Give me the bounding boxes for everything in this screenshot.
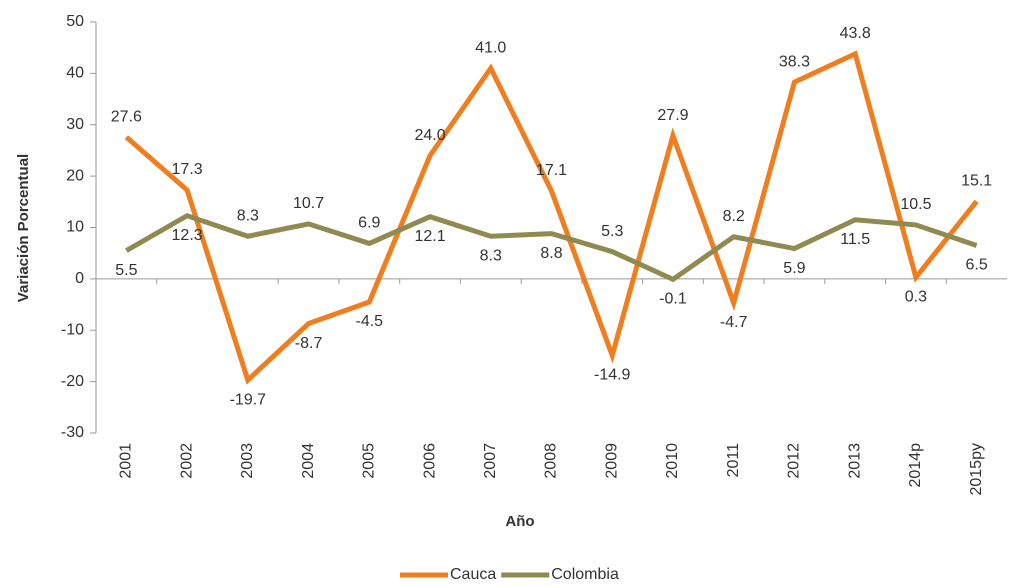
data-label: -19.7 (230, 391, 267, 408)
data-label: 27.9 (657, 107, 688, 124)
data-label: 10.7 (293, 195, 324, 212)
data-label: 38.3 (779, 53, 810, 70)
y-tick-label: 20 (66, 167, 84, 184)
y-tick-label: -30 (61, 424, 84, 441)
data-label: 8.3 (237, 207, 259, 224)
y-tick-label: 30 (66, 116, 84, 133)
data-label: 17.3 (172, 161, 203, 178)
data-label: 0.3 (905, 289, 927, 306)
legend-label: Colombia (551, 566, 619, 583)
data-label: 11.5 (840, 231, 870, 248)
x-tick-label: 2008 (543, 443, 560, 479)
y-tick-label: 40 (66, 65, 84, 82)
y-tick-label: -10 (61, 321, 84, 338)
series-line (125, 212, 978, 283)
x-tick-label: 2011 (725, 443, 742, 478)
data-label: -4.7 (720, 314, 748, 331)
x-tick-label: 2009 (603, 443, 620, 479)
y-tick-label: 50 (66, 13, 84, 30)
data-label: 10.5 (900, 196, 931, 213)
x-tick-label: 2010 (664, 443, 681, 479)
y-tick-label: 0 (75, 270, 84, 287)
x-tick-label: 2007 (482, 443, 499, 479)
x-tick-label: 2006 (421, 443, 438, 479)
data-label: -0.1 (659, 291, 687, 308)
data-label: 8.3 (480, 247, 502, 264)
data-label: 41.0 (475, 39, 506, 56)
x-tick-label: 2002 (178, 443, 195, 479)
y-tick-label: 10 (66, 219, 84, 236)
data-label: -8.7 (295, 335, 323, 352)
x-tick-label: 2015py (968, 443, 985, 496)
data-label: 5.9 (783, 260, 805, 277)
data-label: 27.6 (111, 108, 142, 125)
data-label: 24.0 (414, 127, 445, 144)
data-label: 6.9 (358, 215, 380, 232)
data-label: 43.8 (840, 25, 871, 42)
y-axis-label: Variación Porcentual (15, 154, 32, 302)
y-tick-label: -20 (61, 373, 84, 390)
series-line (124, 50, 979, 385)
data-label: -14.9 (594, 367, 631, 384)
data-label: 15.1 (961, 173, 992, 190)
data-label: 12.3 (172, 227, 203, 244)
x-tick-label: 2003 (239, 443, 256, 479)
data-label: 5.3 (601, 223, 623, 240)
x-tick-label: 2004 (300, 443, 317, 479)
data-label: 5.5 (115, 262, 137, 279)
data-label: 8.8 (540, 245, 562, 262)
data-label: 12.1 (414, 228, 445, 245)
x-tick-label: 2013 (846, 443, 863, 479)
data-label: 6.5 (966, 257, 988, 274)
x-tick-label: 2001 (118, 443, 135, 479)
data-label: 8.2 (723, 208, 745, 225)
legend-label: Cauca (450, 566, 496, 583)
data-label: 17.1 (536, 162, 567, 179)
x-tick-label: 2012 (786, 443, 803, 479)
data-label: -4.5 (356, 313, 384, 330)
x-tick-label: 2014p (907, 443, 924, 488)
x-axis-label: Año (505, 513, 534, 530)
x-tick-label: 2005 (361, 443, 378, 479)
